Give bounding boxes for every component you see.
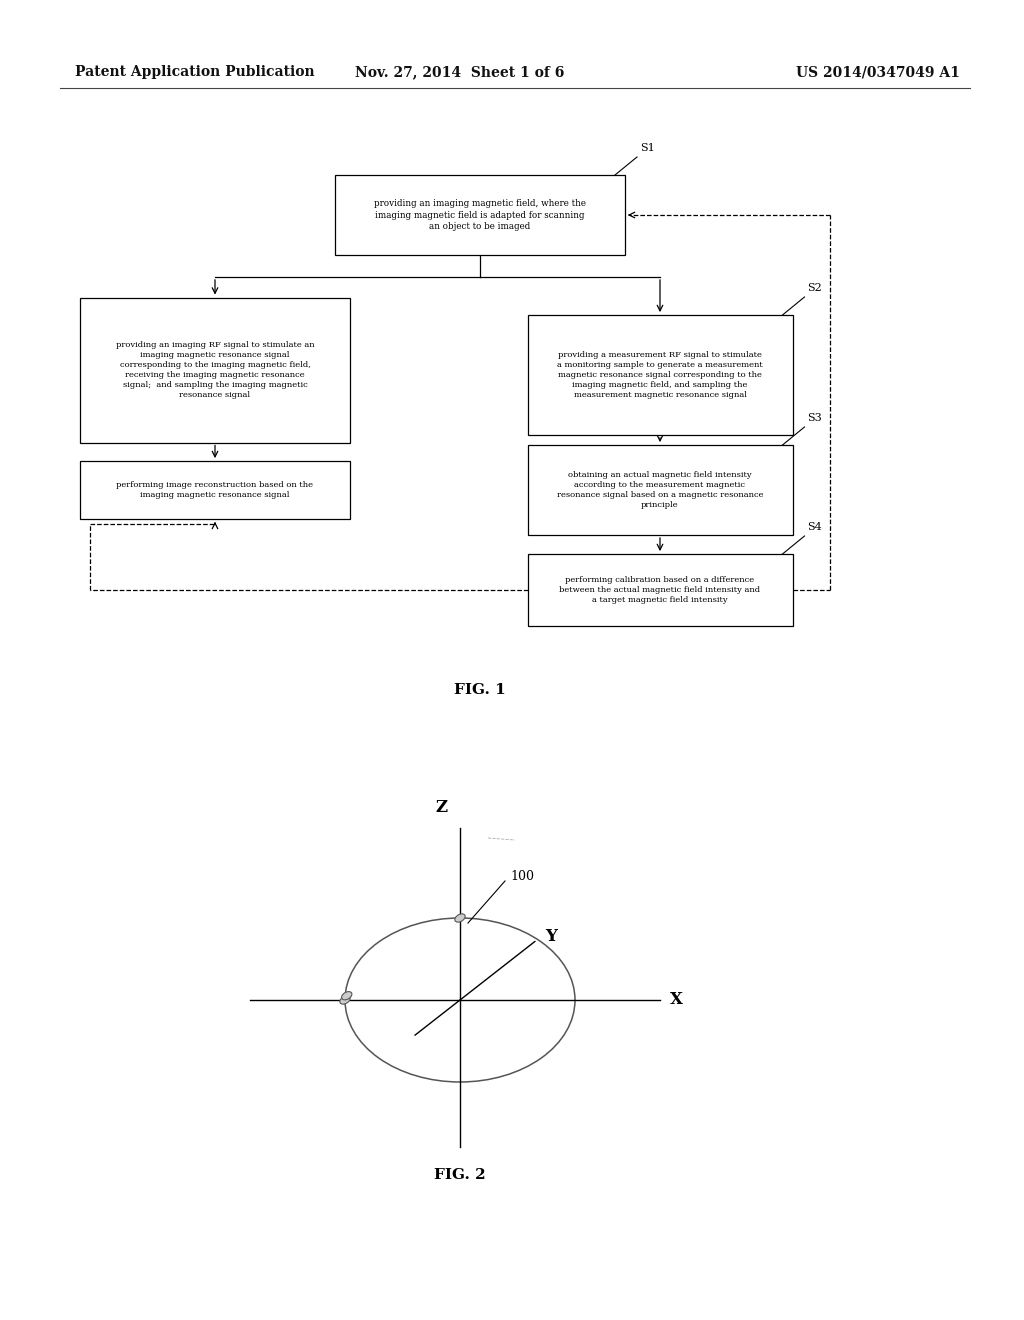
Ellipse shape bbox=[345, 917, 575, 1082]
Text: Patent Application Publication: Patent Application Publication bbox=[75, 65, 314, 79]
Bar bbox=[527, 445, 793, 535]
Bar bbox=[80, 297, 350, 442]
Text: performing image reconstruction based on the
imaging magnetic resonance signal: performing image reconstruction based on… bbox=[117, 480, 313, 499]
Text: providing a measurement RF signal to stimulate
a monitoring sample to generate a: providing a measurement RF signal to sti… bbox=[557, 351, 763, 399]
Bar bbox=[335, 176, 625, 255]
Text: US 2014/0347049 A1: US 2014/0347049 A1 bbox=[796, 65, 961, 79]
Text: obtaining an actual magnetic field intensity
according to the measurement magnet: obtaining an actual magnetic field inten… bbox=[557, 471, 763, 510]
Text: S4: S4 bbox=[808, 521, 822, 532]
Ellipse shape bbox=[342, 991, 352, 999]
Text: Z: Z bbox=[436, 799, 449, 816]
Bar bbox=[80, 461, 350, 519]
Text: FIG. 1: FIG. 1 bbox=[454, 682, 506, 697]
Text: providing an imaging magnetic field, where the
imaging magnetic field is adapted: providing an imaging magnetic field, whe… bbox=[374, 199, 586, 231]
Bar bbox=[527, 554, 793, 626]
Text: Nov. 27, 2014  Sheet 1 of 6: Nov. 27, 2014 Sheet 1 of 6 bbox=[355, 65, 564, 79]
Text: Y: Y bbox=[545, 928, 557, 945]
Text: FIG. 2: FIG. 2 bbox=[434, 1168, 485, 1181]
Text: 100: 100 bbox=[510, 870, 534, 883]
Bar bbox=[527, 315, 793, 436]
Text: S3: S3 bbox=[808, 413, 822, 422]
Text: X: X bbox=[670, 991, 683, 1008]
Ellipse shape bbox=[455, 913, 465, 923]
Text: performing calibration based on a difference
between the actual magnetic field i: performing calibration based on a differ… bbox=[559, 576, 761, 605]
Text: S2: S2 bbox=[808, 282, 822, 293]
Ellipse shape bbox=[340, 995, 350, 1005]
Text: providing an imaging RF signal to stimulate an
imaging magnetic resonance signal: providing an imaging RF signal to stimul… bbox=[116, 341, 314, 399]
Text: S1: S1 bbox=[640, 143, 654, 153]
